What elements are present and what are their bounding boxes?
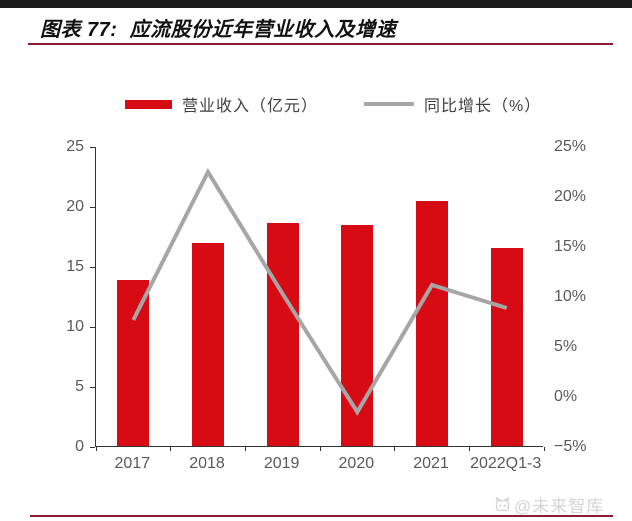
legend-item-revenue: 营业收入（亿元） [125,92,318,116]
chart-legend: 营业收入（亿元） 同比增长（%） [125,92,541,116]
x-axis-tick [543,447,545,451]
bottom-rule [30,515,613,517]
x-axis-tick [319,447,321,451]
chart-title: 图表 77: 应流股份近年营业收入及增速 [40,19,397,41]
revenue-bar-2018 [192,243,224,446]
x-axis-label-2019: 2019 [263,455,300,472]
x-axis-tick [468,447,470,451]
revenue-bar-2021 [416,201,448,446]
growth-line [131,167,508,416]
y-axis-label-right: 0% [554,388,578,405]
x-axis-tick [170,447,172,451]
y-axis-label-right: −5% [554,438,587,455]
x-axis-label-2018: 2018 [189,455,225,472]
revenue-bar-2019 [266,222,299,446]
y-axis-label-left: 25 [66,138,84,155]
title-underline [28,43,613,45]
top-black-bar [0,0,632,8]
revenue-bar-swatch [125,99,172,109]
x-axis-tick [394,447,396,451]
legend-item-growth: 同比增长（%） [364,92,541,116]
y-axis-label-left: 0 [75,438,84,455]
y-axis-tick-left [90,386,95,388]
watermark-text: @未来智库 [514,497,605,516]
y-axis-tick-left [90,266,95,268]
watermark-mascot-icon [495,496,510,512]
y-axis-label-left: 5 [75,378,84,395]
revenue-bar-2017 [117,280,150,446]
y-axis-label-left: 20 [66,198,84,215]
y-axis-label-left: 15 [66,258,84,275]
legend-label-growth: 同比增长（%） [424,98,542,115]
x-axis-label-2021: 2021 [413,455,449,472]
legend-label-revenue: 营业收入（亿元） [182,98,319,115]
growth-line-swatch [364,102,415,106]
y-axis-tick-left [90,146,95,148]
plot-area [90,146,545,451]
y-axis-tick-left [90,326,95,328]
y-axis-label-right: 20% [554,188,587,205]
y-axis-label-right: 25% [554,138,587,155]
y-axis-label-right: 10% [554,288,587,305]
y-axis-label-left: 10 [66,318,84,335]
y-axis-label-right: 5% [554,338,578,355]
x-axis-tick [95,447,97,451]
y-axis-tick-left [90,446,95,448]
x-axis-label-2020: 2020 [338,455,375,472]
x-axis-label-2022Q1-3: 2022Q1-3 [470,455,542,472]
watermark: @未来智库 [494,492,604,517]
revenue-bar-2022Q1-3 [490,248,523,446]
x-axis-tick [244,447,246,451]
x-axis-label-2017: 2017 [114,455,151,472]
y-axis-label-right: 15% [554,238,587,255]
y-axis-tick-left [90,206,95,208]
